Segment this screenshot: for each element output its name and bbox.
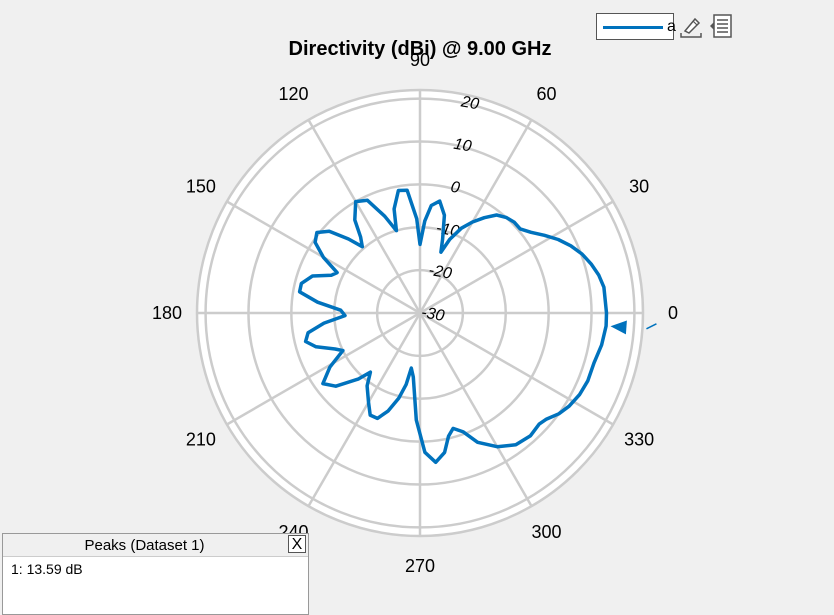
radial-gridline bbox=[375, 268, 465, 358]
angle-tick-label: 300 bbox=[531, 522, 561, 542]
angle-tick-label: 0 bbox=[668, 303, 678, 323]
radial-tick-label: 0 bbox=[449, 179, 461, 197]
angle-tick-label: 150 bbox=[186, 177, 216, 197]
angle-gridline bbox=[307, 312, 422, 507]
series-line bbox=[297, 188, 609, 465]
peaks-title: Peaks (Dataset 1) bbox=[84, 537, 205, 554]
angle-tick-label: 60 bbox=[536, 84, 556, 104]
angle-gridline bbox=[418, 312, 533, 507]
radial-gridline bbox=[247, 140, 593, 486]
radial-tick-label: -30 bbox=[420, 304, 446, 325]
list-icon[interactable] bbox=[708, 13, 734, 39]
angle-gridline bbox=[226, 311, 421, 426]
angle-gridline bbox=[307, 119, 422, 314]
edit-icon[interactable] bbox=[678, 13, 704, 39]
chart-title: Directivity (dBi) @ 9.00 GHz bbox=[289, 38, 552, 60]
radial-gridline bbox=[290, 183, 550, 443]
radial-tick-label: 20 bbox=[459, 93, 481, 113]
angle-gridline bbox=[418, 119, 533, 314]
polar-grid: 0306090120150180210240270300330-30-20-10… bbox=[152, 50, 678, 576]
peak-marker[interactable] bbox=[610, 320, 627, 335]
legend-label: a bbox=[667, 18, 676, 35]
peak-entry[interactable]: 1: 13.59 dB bbox=[11, 561, 83, 577]
radial-tick-label: -20 bbox=[427, 262, 453, 283]
peak-marker-leader bbox=[646, 323, 657, 330]
angle-tick-label: 330 bbox=[624, 430, 654, 450]
close-button[interactable]: X bbox=[288, 535, 306, 553]
angle-tick-label: 90 bbox=[410, 50, 430, 70]
angle-tick-label: 120 bbox=[278, 84, 308, 104]
radial-gridline bbox=[332, 225, 508, 401]
angle-tick-label: 210 bbox=[186, 430, 216, 450]
angle-gridline bbox=[419, 200, 614, 315]
radial-tick-label: 10 bbox=[452, 136, 473, 156]
angle-tick-label: 180 bbox=[152, 303, 182, 323]
angle-tick-label: 30 bbox=[629, 177, 649, 197]
radial-gridline bbox=[204, 97, 636, 529]
angle-tick-label: 270 bbox=[405, 556, 435, 576]
legend-line-swatch bbox=[603, 26, 663, 29]
peaks-panel: Peaks (Dataset 1) X 1: 13.59 dB bbox=[2, 533, 309, 615]
series-layer bbox=[297, 188, 657, 465]
peaks-header: Peaks (Dataset 1) X bbox=[3, 534, 308, 557]
legend[interactable]: a bbox=[596, 13, 676, 40]
angle-gridline bbox=[419, 311, 614, 426]
